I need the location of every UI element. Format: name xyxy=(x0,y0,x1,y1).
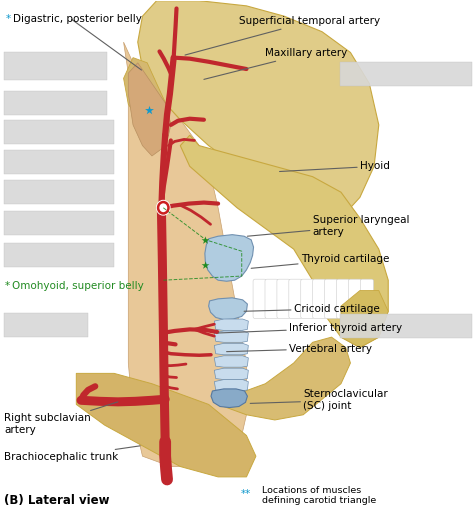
Circle shape xyxy=(156,200,170,215)
FancyBboxPatch shape xyxy=(3,150,114,173)
Text: Superficial temporal artery: Superficial temporal artery xyxy=(185,17,381,55)
Text: Omohyoid, superior belly: Omohyoid, superior belly xyxy=(12,281,144,291)
Point xyxy=(201,236,209,244)
FancyBboxPatch shape xyxy=(3,120,114,144)
Text: Inferior thyroid artery: Inferior thyroid artery xyxy=(218,323,402,333)
FancyBboxPatch shape xyxy=(3,52,107,80)
FancyBboxPatch shape xyxy=(265,279,278,319)
Text: Sternoclavicular
(SC) joint: Sternoclavicular (SC) joint xyxy=(250,389,388,411)
FancyBboxPatch shape xyxy=(3,243,114,267)
Text: Digastric, posterior belly: Digastric, posterior belly xyxy=(13,15,142,24)
FancyBboxPatch shape xyxy=(325,279,338,319)
Polygon shape xyxy=(214,379,248,391)
Polygon shape xyxy=(214,344,248,355)
Text: Superior laryngeal
artery: Superior laryngeal artery xyxy=(247,215,409,237)
Polygon shape xyxy=(209,298,247,320)
Polygon shape xyxy=(341,291,388,348)
FancyBboxPatch shape xyxy=(313,279,326,319)
Polygon shape xyxy=(205,235,254,281)
Text: Hyoid: Hyoid xyxy=(280,161,390,171)
FancyBboxPatch shape xyxy=(340,62,472,86)
Polygon shape xyxy=(138,1,379,228)
FancyBboxPatch shape xyxy=(337,279,350,319)
Polygon shape xyxy=(218,337,350,420)
Polygon shape xyxy=(214,356,248,367)
Point xyxy=(201,261,209,269)
Text: *: * xyxy=(4,281,9,291)
FancyBboxPatch shape xyxy=(340,315,472,338)
Text: **: ** xyxy=(241,489,251,499)
Point xyxy=(145,106,153,115)
Text: (B) Lateral view: (B) Lateral view xyxy=(4,494,110,507)
Polygon shape xyxy=(211,389,247,407)
FancyBboxPatch shape xyxy=(360,279,374,319)
Polygon shape xyxy=(214,319,248,331)
Text: Vertebral artery: Vertebral artery xyxy=(227,344,372,353)
Polygon shape xyxy=(214,368,248,379)
Polygon shape xyxy=(76,373,256,477)
FancyBboxPatch shape xyxy=(348,279,362,319)
Polygon shape xyxy=(128,63,171,156)
Polygon shape xyxy=(124,42,246,467)
FancyBboxPatch shape xyxy=(3,313,88,337)
Polygon shape xyxy=(124,58,171,135)
FancyBboxPatch shape xyxy=(3,211,114,235)
FancyBboxPatch shape xyxy=(301,279,314,319)
Polygon shape xyxy=(180,135,388,348)
Text: Locations of muscles
defining carotid triangle: Locations of muscles defining carotid tr… xyxy=(262,486,376,506)
Text: Right subclavian
artery: Right subclavian artery xyxy=(4,402,118,435)
Text: Cricoid cartilage: Cricoid cartilage xyxy=(244,304,380,313)
FancyBboxPatch shape xyxy=(289,279,302,319)
Text: Brachiocephalic trunk: Brachiocephalic trunk xyxy=(4,446,140,462)
Text: Maxillary artery: Maxillary artery xyxy=(204,48,347,79)
FancyBboxPatch shape xyxy=(3,180,114,203)
Text: Thyroid cartilage: Thyroid cartilage xyxy=(251,254,389,268)
Text: *: * xyxy=(5,15,10,24)
FancyBboxPatch shape xyxy=(3,91,107,115)
Polygon shape xyxy=(214,331,248,343)
FancyBboxPatch shape xyxy=(253,279,266,319)
FancyBboxPatch shape xyxy=(277,279,290,319)
